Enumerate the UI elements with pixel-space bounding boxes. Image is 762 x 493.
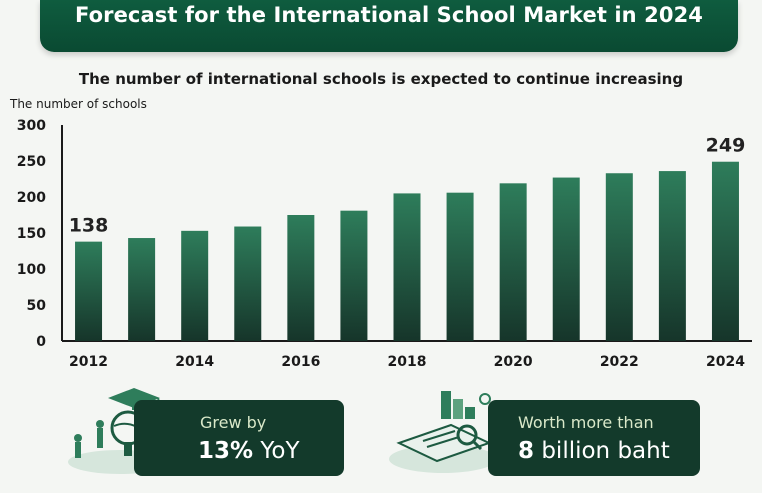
y-tick-label: 150 [17,226,46,242]
callout-value-amount: 8 billion baht [518,438,670,464]
page-title: Forecast for the International School Ma… [75,3,703,27]
callout-growth: Grew by 13% YoY [134,400,344,476]
y-axis-label: The number of schools [9,97,147,111]
bar-2013 [128,238,156,341]
title-banner: Forecast for the International School Ma… [40,0,738,52]
bar-2015 [234,226,262,341]
x-tick-label: 2018 [388,354,427,370]
data-label-2024: 249 [706,135,746,157]
bar-2024 [711,161,739,341]
bar-2023 [658,171,686,341]
callout-value: Worth more than 8 billion baht [488,400,700,476]
data-label-2012: 138 [69,215,109,237]
callout-growth-value: 13% YoY [198,438,300,464]
x-tick-label: 2016 [281,354,320,370]
callout-value-label: Worth more than [518,413,654,432]
bar-2017 [340,210,368,341]
y-tick-label: 100 [17,262,46,278]
y-tick-label: 250 [17,154,46,170]
bar-2020 [499,183,527,341]
y-tick-label: 300 [17,118,46,134]
x-tick-label: 2014 [175,354,214,370]
bar-2019 [446,192,474,341]
x-tick-label: 2012 [69,354,108,370]
bar-2018 [393,193,421,341]
y-tick-label: 200 [17,190,46,206]
bar-2022 [605,173,633,341]
bar-2014 [181,230,209,341]
bar-2016 [287,215,315,341]
y-tick-label: 0 [36,334,46,350]
x-tick-label: 2024 [706,354,745,370]
callout-growth-label: Grew by [200,413,267,432]
bar-chart: The number of schools 0 50 100 150 200 250 300 2… [9,97,752,370]
bar-2012 [75,241,103,341]
magnifier-document-chart-icon [385,385,505,480]
x-tick-label: 2020 [494,354,533,370]
y-tick-label: 50 [27,298,47,314]
bar-2021 [552,177,580,341]
chart-subtitle: The number of international schools is e… [78,70,684,88]
x-tick-label: 2022 [600,354,639,370]
